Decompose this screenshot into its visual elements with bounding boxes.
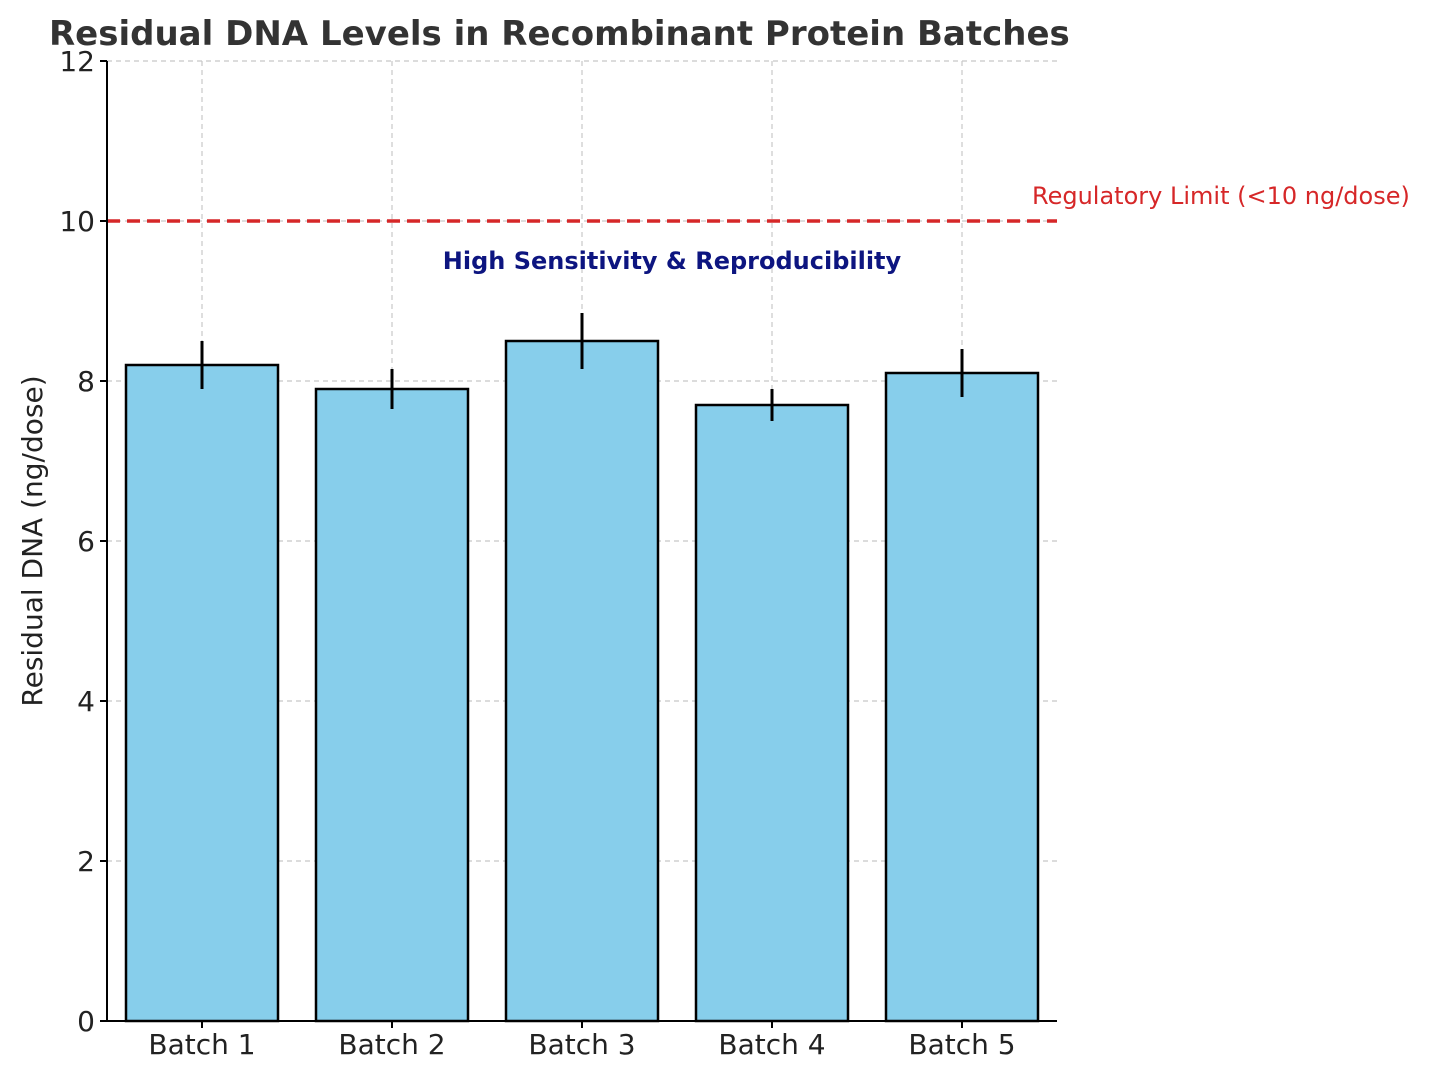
x-tick-label: Batch 5 <box>908 1028 1015 1061</box>
bar <box>696 405 848 1021</box>
bar <box>126 365 278 1021</box>
x-tick-label: Batch 3 <box>528 1028 635 1061</box>
bar <box>316 389 468 1021</box>
y-tick-label: 0 <box>77 1005 95 1038</box>
y-tick-label: 8 <box>77 365 95 398</box>
x-tick-label: Batch 4 <box>718 1028 825 1061</box>
y-axis-label: Residual DNA (ng/dose) <box>16 375 49 706</box>
bar <box>506 341 658 1021</box>
x-ticks: Batch 1 Batch 2 Batch 3 Batch 4 Batch 5 <box>148 1021 1015 1061</box>
annotation-text: High Sensitivity & Reproducibility <box>443 247 902 275</box>
y-tick-label: 6 <box>77 525 95 558</box>
y-tick-label: 2 <box>77 845 95 878</box>
y-tick-label: 12 <box>59 45 95 78</box>
reference-line-group: Regulatory Limit (<10 ng/dose) <box>107 182 1410 221</box>
x-tick-label: Batch 1 <box>148 1028 255 1061</box>
bars <box>126 341 1038 1021</box>
y-tick-label: 4 <box>77 685 95 718</box>
y-tick-label: 10 <box>59 205 95 238</box>
reference-line-label: Regulatory Limit (<10 ng/dose) <box>1032 182 1410 210</box>
chart-title: Residual DNA Levels in Recombinant Prote… <box>49 14 1070 54</box>
y-ticks: 0 2 4 6 8 10 12 <box>59 45 107 1038</box>
x-tick-label: Batch 2 <box>338 1028 445 1061</box>
bar <box>886 373 1038 1021</box>
